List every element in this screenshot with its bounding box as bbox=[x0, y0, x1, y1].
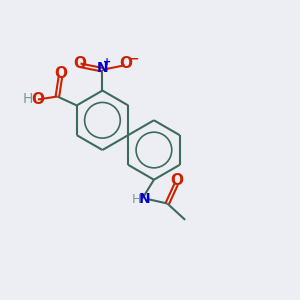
Text: H: H bbox=[23, 92, 33, 106]
Text: −: − bbox=[128, 53, 139, 66]
Text: N: N bbox=[139, 192, 151, 206]
Text: O: O bbox=[73, 56, 86, 71]
Text: N: N bbox=[97, 61, 108, 75]
Text: H: H bbox=[131, 193, 141, 206]
Text: O: O bbox=[119, 56, 132, 71]
Text: O: O bbox=[170, 173, 183, 188]
Text: O: O bbox=[31, 92, 44, 107]
Text: O: O bbox=[54, 66, 67, 81]
Text: +: + bbox=[103, 57, 112, 67]
